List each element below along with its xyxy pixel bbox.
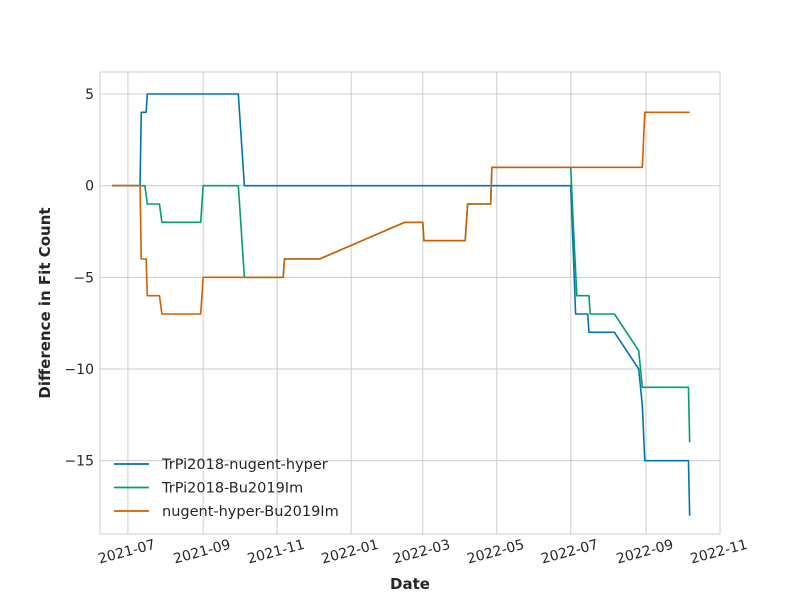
y-axis-title: Difference in Fit Count (36, 207, 54, 398)
legend-label: TrPi2018-Bu2019Im (161, 481, 303, 497)
y-tick-label: −15 (64, 454, 94, 470)
legend: TrPi2018-nugent-hyper TrPi2018-Bu2019Im nu… (114, 457, 339, 520)
y-tick-label: 0 (85, 179, 94, 195)
x-tick-label: 2022-09 (615, 537, 676, 568)
x-tick-label: 2022-07 (539, 537, 600, 568)
x-tick-label: 2021-09 (172, 537, 233, 568)
x-tick-label: 2021-11 (246, 537, 307, 568)
x-tick-label: 2022-01 (320, 537, 381, 568)
series-line-1 (112, 93, 691, 516)
y-axis-ticks: 5 0 −5 −10 −15 (64, 87, 94, 470)
series-layer (112, 93, 691, 516)
plot-frame (99, 71, 721, 535)
x-tick-label: 2021-07 (97, 537, 158, 568)
legend-label: TrPi2018-nugent-hyper (161, 457, 328, 473)
y-tick-label: 5 (85, 87, 94, 103)
x-axis-title: Date (390, 575, 430, 593)
y-tick-label: −10 (64, 362, 94, 378)
x-tick-label: 2022-05 (465, 537, 526, 568)
x-axis-ticks: 2021-07 2021-09 2021-11 2022-01 2022-03 2022-… (97, 537, 750, 568)
legend-label: nugent-hyper-Bu2019Im (162, 504, 339, 520)
x-tick-label: 2022-03 (391, 537, 452, 568)
x-tick-label: 2022-11 (689, 537, 750, 568)
series-line-3 (112, 111, 690, 315)
y-tick-label: −5 (73, 270, 94, 286)
